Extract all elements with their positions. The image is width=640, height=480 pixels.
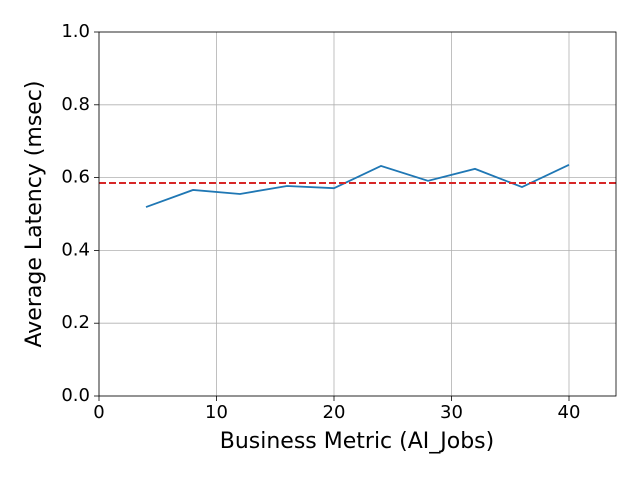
y-tick-label: 1.0: [61, 21, 90, 42]
plot-frame: [98, 31, 617, 397]
y-tick-label: 0.0: [61, 385, 90, 406]
y-tick-label: 0.6: [61, 167, 90, 188]
y-tick-label: 0.2: [61, 312, 90, 333]
x-tick-label: 40: [558, 402, 581, 423]
x-tick-label: 30: [440, 402, 463, 423]
y-axis-label: Average Latency (msec): [22, 81, 47, 348]
y-tick-label: 0.4: [61, 239, 90, 260]
x-tick-label: 0: [93, 402, 104, 423]
y-tick-label: 0.8: [61, 94, 90, 115]
x-axis-label: Business Metric (AI_Jobs): [220, 429, 494, 454]
data-line: [145, 164, 570, 208]
x-tick-label: 20: [323, 402, 346, 423]
x-tick-label: 10: [205, 402, 228, 423]
